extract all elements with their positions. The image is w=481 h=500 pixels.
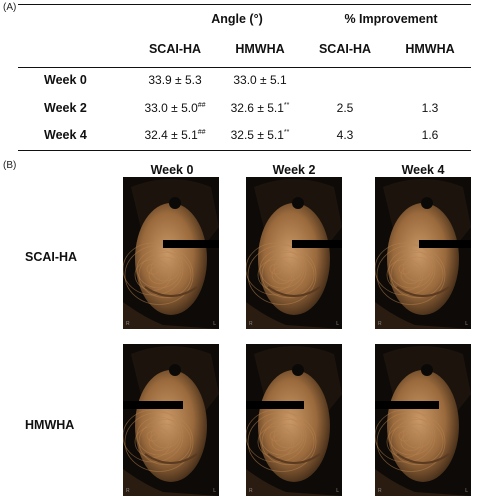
table-bottom-rule — [18, 150, 471, 151]
photo-corner-mark-right-side: R — [126, 321, 130, 327]
header-improvement: % Improvement — [344, 12, 438, 26]
hmw-angle-cell: 33.0 ± 5.1 — [233, 73, 287, 87]
column-title-week-2: Week 2 — [272, 163, 316, 177]
photo-corner-mark-right-side: R — [378, 488, 382, 494]
photo-corner-mark-right-side: R — [378, 321, 382, 327]
row-label: Week 2 — [44, 101, 87, 115]
photo-corner-mark-left-side: L — [213, 321, 216, 327]
hmw-improvement-cell: 1.6 — [421, 128, 439, 142]
scai-angle-cell: 33.9 ± 5.3 — [148, 73, 202, 87]
row-title-scai-ha: SCAI-HA — [25, 250, 78, 264]
subheader-hmw-angle: HMWHA — [235, 42, 285, 56]
subheader-hmw-improvement: HMWHA — [405, 42, 455, 56]
scai-angle-cell: 33.0 ± 5.0## — [144, 101, 206, 115]
photo-corner-mark-left-side: L — [213, 488, 216, 494]
scai-improvement-cell: 2.5 — [336, 101, 354, 115]
hmw-improvement-cell: 1.3 — [421, 101, 439, 115]
hmw-angle-cell: 32.5 ± 5.1** — [230, 128, 290, 142]
row-title-hmwha: HMWHA — [25, 418, 75, 432]
photo-corner-mark-right-side: R — [249, 321, 253, 327]
photo-corner-mark-right-side: R — [126, 488, 130, 494]
photo-corner-mark-right-side: R — [249, 488, 253, 494]
photo-corner-mark-left-side: L — [336, 488, 339, 494]
column-title-week-0: Week 0 — [150, 163, 194, 177]
photo-corner-mark-left-side: L — [336, 321, 339, 327]
scai-improvement-cell: 4.3 — [336, 128, 354, 142]
photo-corner-mark-left-side: L — [465, 488, 468, 494]
subheader-scai-angle: SCAI-HA — [148, 42, 202, 56]
hmw-angle-cell: 32.6 ± 5.1** — [230, 101, 290, 115]
row-label: Week 0 — [44, 73, 87, 87]
column-title-week-4: Week 4 — [401, 163, 445, 177]
scai-angle-cell: 32.4 ± 5.1## — [144, 128, 206, 142]
header-angle: Angle (°) — [211, 12, 263, 26]
subheader-scai-improvement: SCAI-HA — [318, 42, 372, 56]
table-top-rule — [18, 4, 471, 5]
panel-label-a: (A) — [3, 2, 17, 13]
photo-corner-mark-left-side: L — [465, 321, 468, 327]
table-header-rule — [18, 67, 471, 68]
panel-label-b: (B) — [3, 160, 17, 171]
row-label: Week 4 — [44, 128, 87, 142]
